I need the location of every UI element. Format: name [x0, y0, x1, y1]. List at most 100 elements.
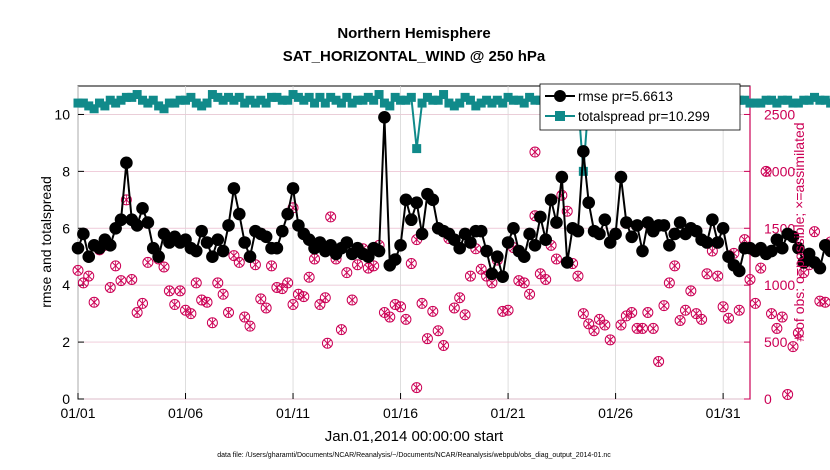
obs-point: [400, 313, 412, 325]
obs-point: [766, 308, 778, 320]
obs-point: [244, 320, 256, 332]
totalspread-point: [95, 98, 105, 108]
totalspread-point: [283, 95, 293, 105]
totalspread-point: [202, 98, 212, 108]
legend-rmse-label: rmse pr=5.6613: [578, 89, 673, 104]
obs-point: [131, 306, 143, 318]
rmse-point: [657, 219, 671, 232]
obs-point: [217, 288, 229, 300]
rmse-point: [625, 230, 639, 244]
rmse-point: [415, 227, 429, 241]
obs-point: [776, 311, 788, 323]
y-tick-label-left: 8: [62, 163, 70, 179]
rmse-point: [765, 244, 778, 258]
rmse-point: [410, 196, 423, 209]
left-y-axis: 0 2 4 6 8 10: [54, 106, 84, 407]
totalspread-point: [234, 92, 244, 102]
obs-point: [502, 304, 514, 316]
y-tick-label-right: 1000: [764, 277, 795, 293]
obs-point: [663, 277, 675, 289]
totalspread-point: [358, 95, 368, 105]
rmse-point: [77, 227, 90, 241]
totalspread-point: [73, 98, 83, 108]
rmse-point: [259, 230, 273, 244]
rmse-point: [663, 239, 676, 252]
obs-point: [405, 258, 417, 270]
obs-point: [115, 275, 127, 287]
totalspread-point: [406, 92, 416, 102]
y-tick-label-left: 10: [54, 106, 70, 122]
obs-point: [809, 226, 821, 238]
rmse-point: [523, 227, 536, 241]
rmse-point: [485, 267, 499, 281]
y-tick-label-left: 4: [62, 277, 70, 293]
obs-point: [346, 294, 358, 306]
rmse-point: [528, 239, 542, 252]
y-tick-label-right: 500: [764, 334, 788, 350]
obs-point: [749, 297, 761, 309]
obs-point: [620, 310, 632, 322]
obs-point: [572, 270, 584, 282]
obs-point: [309, 253, 321, 265]
obs-point: [782, 388, 794, 400]
totalspread-point: [347, 98, 357, 108]
totalspread-point: [363, 92, 373, 102]
obs-point: [669, 260, 681, 272]
footnote: data file: /Users/gharamti/Documents/NCA…: [217, 452, 611, 459]
totalspread-point: [78, 98, 88, 108]
obs-point: [459, 309, 471, 321]
totalspread-point: [326, 92, 336, 102]
obs-point: [255, 293, 267, 305]
rmse-point: [243, 250, 257, 264]
totalspread-point: [181, 95, 191, 105]
totalspread-point: [820, 95, 830, 105]
totalspread-point: [756, 98, 766, 108]
obs-point: [722, 312, 734, 324]
rmse-point: [195, 224, 208, 238]
x-axis: 01/01 01/06 01/11 01/16 01/21 01/26 01/31: [60, 393, 741, 421]
obs-point: [540, 273, 552, 285]
obs-point: [169, 299, 181, 311]
totalspread-point: [84, 101, 94, 111]
rmse-point: [732, 264, 746, 278]
totalspread-point: [127, 92, 137, 102]
obs-point: [411, 382, 423, 394]
totalspread-point: [767, 95, 777, 105]
totalspread-point: [229, 95, 239, 105]
totalspread-point: [342, 92, 352, 102]
totalspread-point: [530, 95, 540, 105]
obs-point: [792, 327, 804, 339]
totalspread-point: [826, 98, 830, 108]
y-tick-label-left: 6: [62, 220, 70, 236]
totalspread-point: [788, 98, 798, 108]
rmse-point: [464, 236, 477, 249]
rmse-point: [507, 221, 520, 235]
obs-point: [787, 341, 799, 353]
rmse-point: [792, 241, 805, 255]
obs-point: [599, 319, 611, 331]
totalspread-point: [740, 95, 750, 105]
totalspread-point: [315, 92, 325, 102]
rmse-point: [206, 250, 219, 264]
rmse-point: [582, 196, 596, 209]
totalspread-point: [422, 92, 432, 102]
x-tick-label: 01/26: [598, 405, 633, 421]
totalspread-point: [465, 95, 475, 105]
obs-point: [352, 259, 364, 271]
obs-point: [798, 267, 810, 279]
totalspread-point: [815, 95, 825, 105]
totalspread-point: [793, 98, 803, 108]
totalspread-point: [417, 98, 427, 108]
legend-totalspread-label: totalspread pr=10.299: [578, 109, 710, 124]
totalspread-point: [218, 95, 228, 105]
obs-point: [658, 300, 670, 312]
rmse-point: [539, 233, 553, 246]
y-tick-label-right: 2000: [764, 163, 795, 179]
obs-point: [653, 355, 665, 367]
rmse-point: [577, 145, 590, 158]
totalspread-point: [525, 92, 535, 102]
obs-point: [223, 306, 235, 318]
totalspread-point: [261, 98, 271, 108]
obs-point: [550, 253, 562, 265]
totalspread-point: [498, 98, 508, 108]
